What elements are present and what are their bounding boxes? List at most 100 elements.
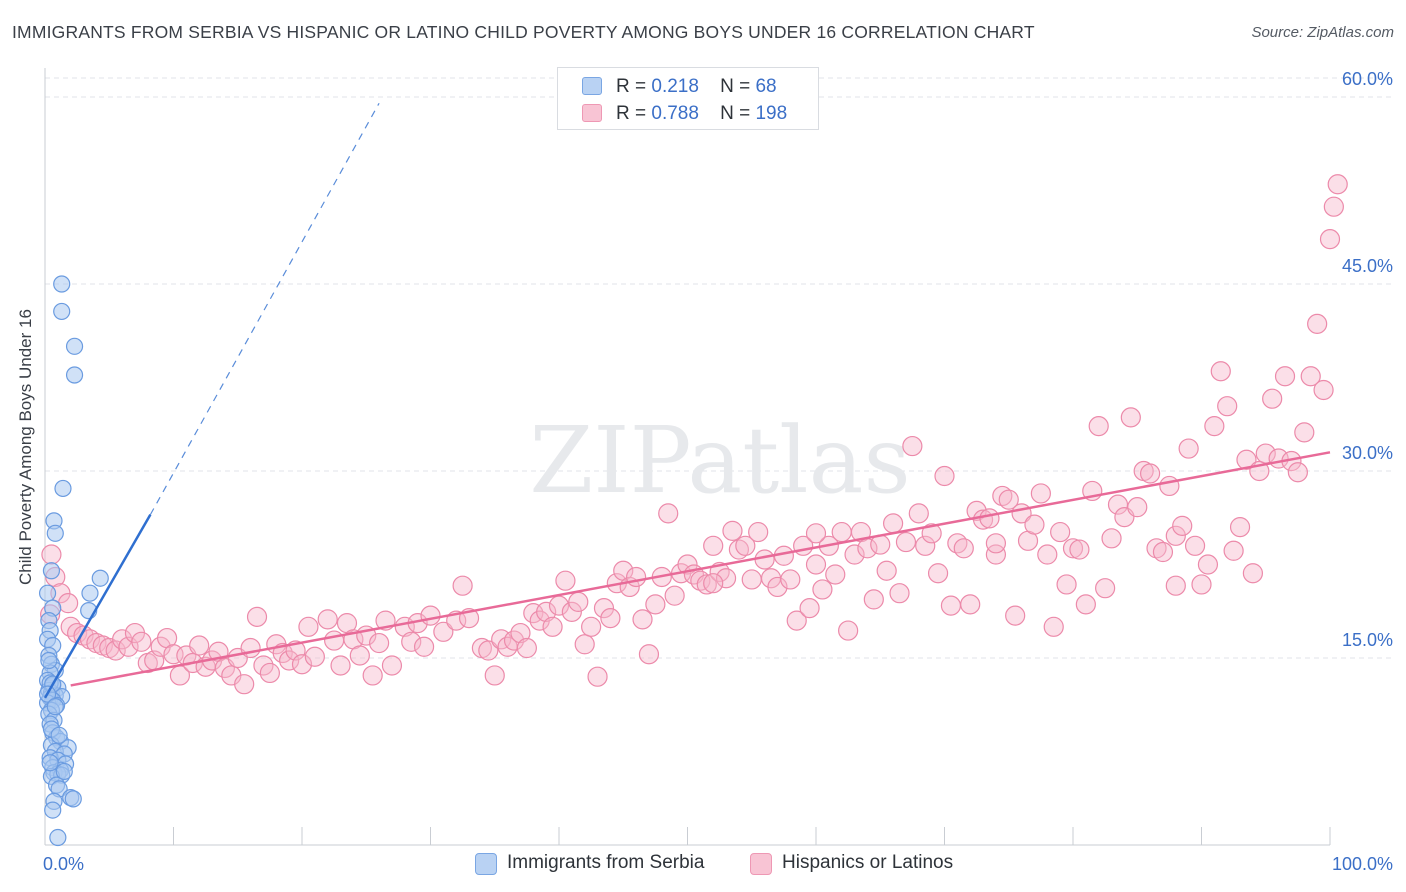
hispanics-point — [722, 520, 743, 541]
hispanics-point — [246, 606, 268, 627]
hispanics-point — [1242, 563, 1264, 584]
hispanics-point — [645, 594, 666, 615]
hispanics-point — [516, 637, 537, 659]
hispanics-point — [330, 655, 351, 676]
hispanics-point — [728, 539, 750, 560]
y-tick-label: 15.0% — [1342, 630, 1393, 650]
hispanics-point — [1088, 416, 1109, 437]
hispanics-point — [703, 535, 724, 556]
hispanics-point — [593, 598, 615, 619]
trend-lines — [43, 102, 1331, 699]
hispanics-point — [1323, 196, 1344, 217]
hispanics-point — [985, 544, 1007, 565]
hispanics-point — [1062, 538, 1084, 559]
hispanics-point — [79, 629, 101, 650]
hispanics-point — [1184, 535, 1206, 556]
hispanics-point — [1095, 578, 1116, 599]
hispanics-point — [291, 654, 313, 675]
serbia-point — [53, 275, 71, 293]
hispanics-point — [979, 508, 1000, 529]
hispanics-point — [1313, 379, 1334, 401]
hispanics-trend-line — [70, 451, 1331, 687]
hispanics-point — [1307, 313, 1328, 334]
r-label: R = — [616, 76, 647, 97]
hispanics-point — [581, 616, 602, 637]
n-label: N = — [720, 76, 751, 97]
hispanics-point — [889, 583, 910, 604]
hispanics-point — [1327, 174, 1348, 195]
hispanics-point — [1223, 540, 1244, 561]
hispanics-swatch — [582, 104, 602, 122]
hispanics-point — [1043, 616, 1064, 637]
hispanics-point — [1050, 521, 1071, 543]
hispanics-point — [1274, 366, 1296, 387]
hispanics-point — [992, 485, 1013, 507]
serbia-trend-extension — [149, 102, 380, 515]
hispanics-point — [1229, 516, 1251, 538]
hispanics-point — [786, 610, 807, 631]
hispanics-point — [838, 620, 859, 641]
hispanics-point — [812, 579, 833, 600]
hispanics-point — [748, 521, 769, 543]
hispanics-point — [131, 631, 152, 652]
hispanics-point — [953, 538, 974, 559]
hispanics-point — [1319, 229, 1341, 250]
chart-title: IMMIGRANTS FROM SERBIA VS HISPANIC OR LA… — [12, 22, 1035, 42]
hispanics-point — [234, 674, 255, 695]
hispanics-point — [317, 609, 338, 630]
y-tick-label: 60.0% — [1342, 69, 1393, 89]
hispanics-point — [690, 570, 711, 591]
tick-labels: 15.0% 30.0% 45.0% 60.0% 0.0% 100.0% — [43, 69, 1393, 874]
hispanics-point — [240, 637, 261, 659]
serbia-point — [42, 562, 61, 580]
hispanics-point — [259, 662, 280, 684]
hispanics-point — [882, 513, 904, 534]
hispanics-point — [915, 535, 936, 556]
hispanics-point — [58, 593, 79, 614]
n-value: 198 — [755, 103, 788, 124]
hispanics-point — [998, 489, 1019, 510]
source-label: Source: ZipAtlas.com — [1251, 24, 1394, 41]
hispanics-point — [895, 531, 917, 553]
hispanics-point — [1075, 594, 1096, 615]
hispanics-point — [561, 601, 582, 622]
x-tick-label-max: 100.0% — [1332, 854, 1393, 874]
serbia-point — [46, 524, 64, 542]
serbia-point — [64, 790, 82, 808]
serbia-point — [40, 651, 58, 670]
hispanics-point — [1165, 525, 1186, 546]
hispanics-point — [658, 503, 679, 524]
hispanics-point — [696, 574, 717, 595]
serbia-point — [44, 801, 62, 819]
hispanics-point — [1300, 366, 1321, 387]
serbia-point — [54, 479, 72, 498]
hispanics-point — [985, 533, 1007, 554]
r-value: 0.788 — [651, 103, 699, 124]
hispanics-point — [324, 630, 345, 651]
hispanics-point — [433, 621, 454, 642]
hispanics-point — [1152, 541, 1174, 563]
hispanics-point — [1127, 497, 1148, 518]
hispanics-point — [369, 632, 390, 654]
serbia-point — [81, 584, 99, 602]
serbia-point — [65, 366, 84, 384]
serbia-point — [50, 726, 68, 744]
hispanics-point — [1191, 574, 1212, 595]
serbia-legend-swatch — [475, 853, 497, 875]
hispanics-point — [401, 631, 422, 652]
hispanics-point — [940, 595, 962, 616]
hispanics-point — [41, 544, 62, 565]
hispanics-point — [1120, 407, 1141, 428]
hispanics-point — [876, 560, 897, 581]
hispanics-point — [780, 569, 801, 590]
hispanics-point — [1056, 574, 1077, 595]
hispanics-point — [1197, 554, 1219, 575]
serbia-point — [91, 569, 109, 587]
hispanics-point — [1294, 422, 1315, 443]
hispanics-point — [413, 636, 435, 657]
hispanics-point — [1146, 538, 1167, 559]
hispanics-point — [452, 575, 473, 596]
hispanics-point — [362, 665, 383, 686]
serbia-swatch — [582, 77, 602, 95]
